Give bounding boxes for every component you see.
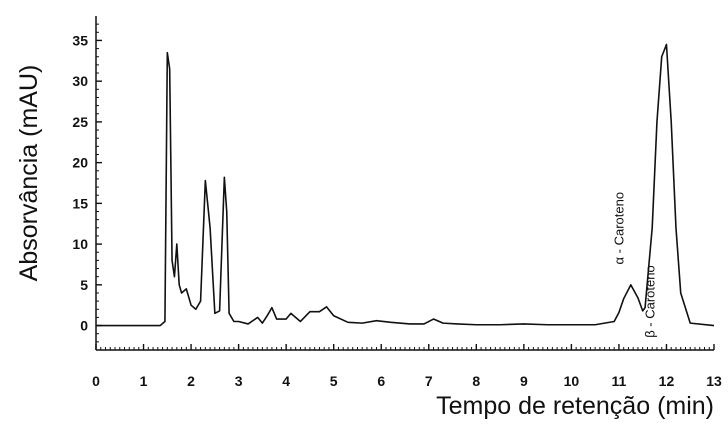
x-tick-label: 10 [564,373,580,389]
y-tick-label: 0 [80,318,88,334]
y-tick-label: 5 [80,277,88,293]
y-tick-label: 10 [72,236,88,252]
y-ticks: 0 5 10 15 20 25 30 35 [72,23,102,351]
y-tick-label: 15 [72,195,88,211]
x-tick-label: 3 [235,373,243,389]
x-tick-label: 1 [140,373,148,389]
x-axis-title: Tempo de retenção (min) [436,392,714,420]
x-tick-label: 0 [92,373,100,389]
annotation-layer: α - Caroteno β - Caroteno [612,192,658,338]
x-tick-label: 8 [472,373,480,389]
y-tick-label: 30 [72,73,88,89]
y-tick-label: 20 [72,155,88,171]
y-tick-label: 25 [72,114,88,130]
x-tick-label: 7 [425,373,433,389]
beta-carotene-label: β - Caroteno [643,265,658,338]
y-axis-title: Absorvância (mAU) [15,65,43,282]
x-tick-label: 4 [282,373,290,389]
x-tick-label: 13 [706,373,722,389]
x-ticks: 0 1 2 3 4 5 6 7 8 9 10 11 12 13 [92,344,722,389]
alpha-carotene-label: α - Caroteno [612,192,627,265]
x-tick-label: 6 [377,373,385,389]
x-tick-label: 11 [612,373,627,389]
x-tick-label: 12 [659,373,675,389]
x-tick-label: 5 [330,373,338,389]
chromatogram-series-line [96,43,715,327]
x-tick-label: 9 [520,373,528,389]
y-tick-label: 35 [72,32,88,48]
x-tick-label: 2 [187,373,195,389]
